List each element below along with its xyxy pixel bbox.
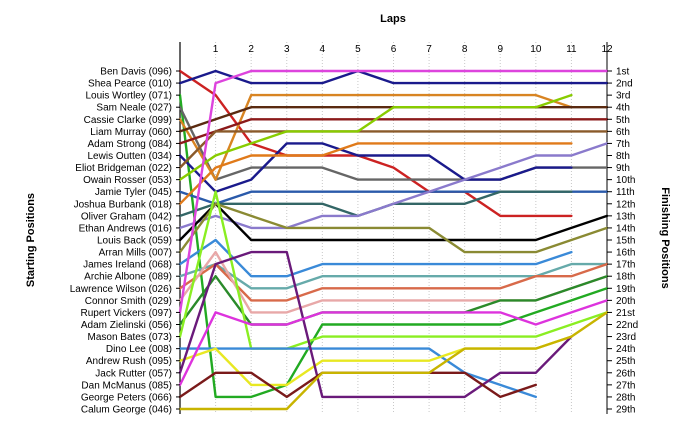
series-line (178, 262, 609, 302)
series-line (178, 142, 609, 230)
starting-label: Cassie Clarke (099) (84, 115, 172, 126)
finishing-label: 25th (616, 356, 635, 367)
series-line (178, 93, 573, 181)
series-line (178, 69, 573, 218)
series-line (178, 118, 609, 145)
finishing-label: 29th (616, 405, 635, 416)
finishing-label: 1st (616, 67, 630, 78)
x-tick-label: 5 (355, 44, 361, 55)
x-tick-label: 11 (566, 44, 577, 55)
starting-label: Dino Lee (008) (106, 344, 172, 355)
starting-label: Ethan Andrews (016) (79, 223, 172, 234)
y-axis-title-left: Starting Positions (25, 193, 37, 287)
finishing-label: 3rd (616, 91, 630, 102)
series-line (178, 335, 573, 387)
starting-label: Jamie Tyler (045) (95, 187, 172, 198)
starting-label: Liam Murray (060) (90, 127, 172, 138)
series-line (178, 142, 573, 206)
finishing-label: 13th (616, 211, 635, 222)
series-line (178, 130, 609, 169)
starting-label: Louis Wortley (071) (85, 91, 172, 102)
series-line (178, 238, 573, 278)
finishing-label: 9th (616, 163, 630, 174)
x-axis-title: Laps (380, 13, 406, 25)
x-tick-label: 6 (391, 44, 397, 55)
series-line (178, 250, 573, 399)
finishing-label: 11th (616, 187, 635, 198)
x-tick-label: 1 (213, 44, 219, 55)
finishing-label: 24th (616, 344, 635, 355)
starting-label: Lewis Outten (034) (88, 151, 173, 162)
starting-label: Connor Smith (029) (85, 296, 172, 307)
x-tick-label: 12 (601, 44, 613, 55)
starting-label: Lawrence Wilson (026) (70, 284, 172, 295)
finishing-label: 19th (616, 284, 635, 295)
starting-label: Shea Pearce (010) (88, 79, 172, 90)
starting-label: Calum George (046) (81, 405, 172, 416)
starting-label: Dan McManus (085) (81, 380, 172, 391)
series-layer (178, 69, 609, 411)
starting-label: Owain Rosser (053) (83, 175, 172, 186)
series-line (178, 142, 573, 193)
finishing-label: 22nd (616, 320, 638, 331)
x-tick-label: 4 (320, 44, 326, 55)
x-tick-label: 10 (530, 44, 542, 55)
finishing-label: 27th (616, 380, 635, 391)
finishing-label: 28th (616, 392, 635, 403)
starting-label: Joshua Burbank (018) (74, 199, 172, 210)
starting-label: Mason Bates (073) (88, 332, 173, 343)
starting-label: Archie Albone (089) (84, 272, 172, 283)
finishing-label: 18th (616, 272, 635, 283)
series-line (178, 347, 537, 399)
starting-label: Jack Rutter (057) (95, 368, 172, 379)
x-tick-label: 7 (426, 44, 432, 55)
x-tick-label: 2 (248, 44, 254, 55)
x-tick-label: 3 (284, 44, 290, 55)
x-tick-label: 8 (462, 44, 468, 55)
series-line (178, 93, 609, 399)
finishing-label: 7th (616, 139, 630, 150)
y-axis-title-right: Finishing Positions (659, 187, 671, 288)
starting-label: Adam Strong (084) (88, 139, 173, 150)
starting-label: George Peters (066) (81, 392, 172, 403)
series-line (178, 311, 609, 411)
finishing-label: 14th (616, 223, 635, 234)
starting-label: Andrew Rush (095) (86, 356, 172, 367)
starting-label: Eliot Bridgeman (022) (75, 163, 172, 174)
finishing-label: 23rd (616, 332, 636, 343)
finishing-label: 8th (616, 151, 630, 162)
x-tick-label: 9 (497, 44, 503, 55)
finishing-label: 17th (616, 260, 635, 271)
finishing-label: 16th (616, 248, 635, 259)
finishing-label: 15th (616, 236, 635, 247)
series-line (178, 202, 609, 242)
starting-label: Ben Davis (096) (100, 67, 172, 78)
starting-label: Arran Mills (007) (99, 248, 172, 259)
finishing-label: 4th (616, 103, 630, 114)
starting-label: Louis Back (059) (97, 236, 172, 247)
finishing-label: 12th (616, 199, 635, 210)
finishing-label: 26th (616, 368, 635, 379)
starting-label: James Ireland (068) (83, 260, 172, 271)
series-line (178, 202, 609, 254)
series-line (178, 69, 609, 85)
series-line (178, 69, 609, 314)
finishing-label: 5th (616, 115, 630, 126)
starting-label: Sam Neale (027) (96, 103, 172, 114)
finishing-label: 2nd (616, 79, 633, 90)
starting-label: Oliver Graham (042) (81, 211, 172, 222)
starting-label: Adam Zielinski (056) (81, 320, 172, 331)
finishing-label: 20th (616, 296, 635, 307)
starting-label: Rupert Vickers (097) (80, 308, 172, 319)
finishing-label: 10th (616, 175, 635, 186)
series-line (178, 299, 609, 387)
finishing-label: 6th (616, 127, 630, 138)
finishing-label: 21st (616, 308, 635, 319)
